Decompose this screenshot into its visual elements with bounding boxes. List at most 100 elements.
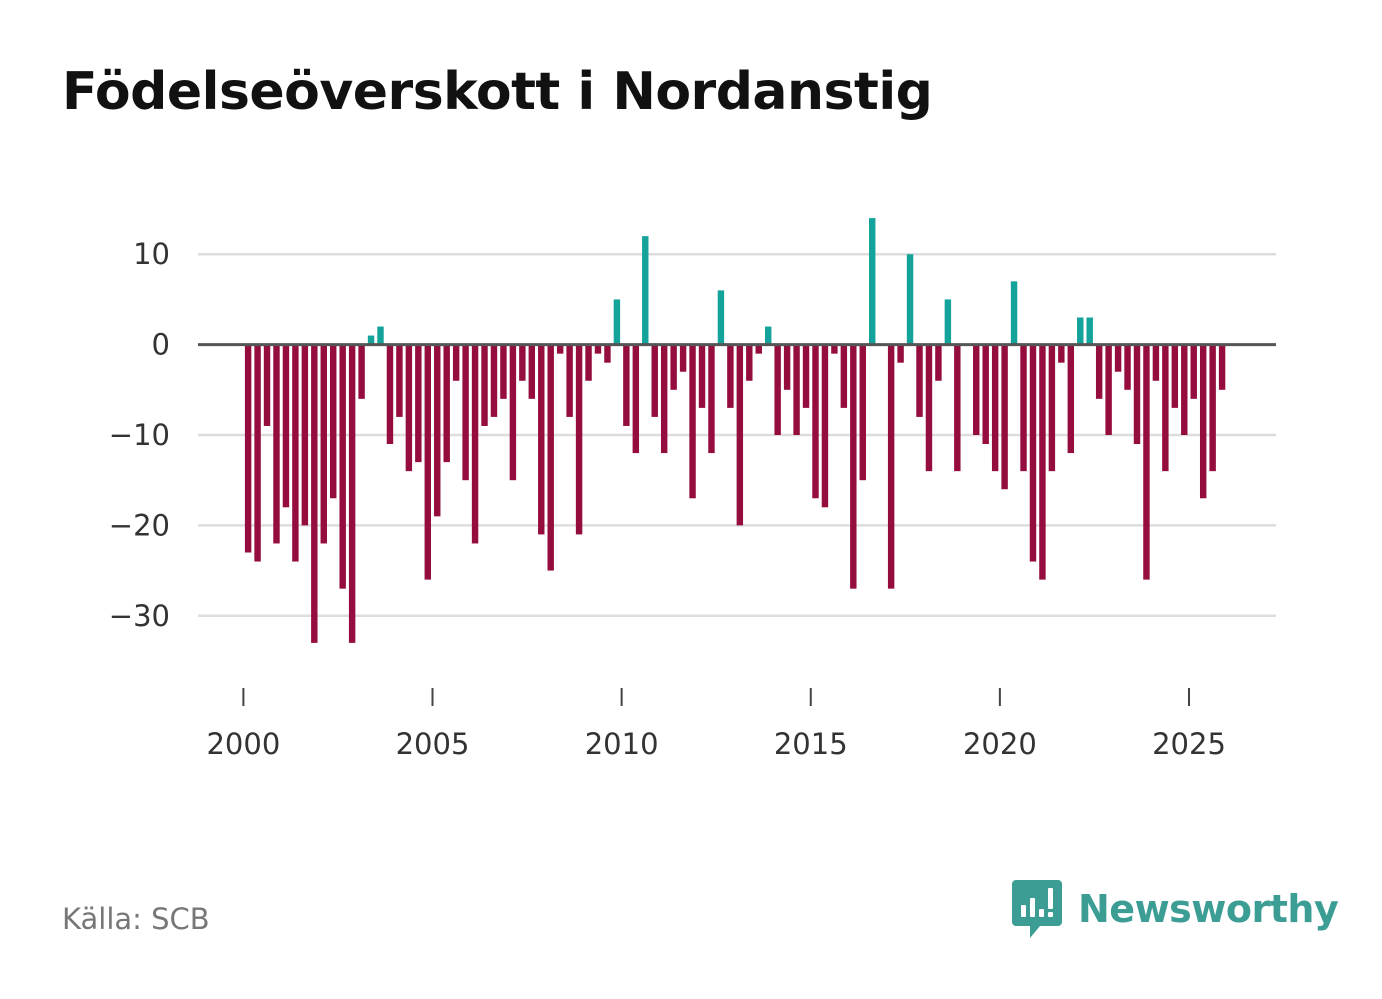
bar-negative [774, 344, 781, 435]
bar-negative [500, 344, 507, 399]
brand-name: Newsworthy [1078, 887, 1339, 931]
bar-negative [1124, 344, 1131, 390]
bar-negative [244, 344, 252, 553]
bar-negative [1114, 344, 1122, 372]
bar-negative [575, 344, 583, 535]
bar-negative [1218, 344, 1226, 390]
bar-negative [736, 344, 744, 526]
bar-negative [755, 344, 762, 354]
bar-negative [1143, 344, 1150, 580]
bar-negative [689, 344, 696, 499]
bar-negative [850, 344, 857, 589]
bar-negative [897, 344, 904, 363]
bar-negative [320, 344, 327, 544]
x-tick-label: 2015 [774, 727, 848, 761]
bar-negative [935, 344, 942, 381]
bar-negative [301, 344, 309, 526]
bar-negative [424, 344, 431, 580]
y-tick-label: −30 [109, 599, 170, 633]
bar-negative [538, 344, 545, 535]
y-axis-ticks: 10 0 −10 −20 −30 [109, 237, 170, 633]
bar-positive [944, 299, 952, 345]
bar-negative [1058, 344, 1065, 363]
bar-negative [358, 344, 365, 399]
bar-negative [254, 344, 261, 562]
bar-negative [859, 344, 866, 481]
bar-positive [1010, 281, 1018, 345]
chart-title: Födelseöverskott i Nordanstig [62, 62, 933, 122]
bar-negative [821, 344, 829, 508]
bar-negative [594, 344, 602, 354]
bar-positive [717, 290, 725, 345]
bar-negative [1199, 344, 1207, 499]
bar-positive [869, 218, 876, 345]
bar-negative [1048, 344, 1056, 472]
bar-negative [1190, 344, 1197, 399]
bar-negative [651, 344, 658, 417]
bar-negative [263, 344, 271, 426]
bar-negative [556, 344, 564, 354]
x-tick-label: 2025 [1152, 727, 1226, 761]
bar-positive [906, 254, 914, 345]
bar-negative [490, 344, 498, 417]
bar-negative [443, 344, 450, 463]
x-tick-label: 2005 [396, 727, 470, 761]
bar-negative [1029, 344, 1037, 562]
bar-negative [330, 344, 337, 499]
bar-negative [1181, 344, 1188, 435]
bar-negative [1105, 344, 1112, 435]
bar-negative [528, 344, 536, 399]
bar-negative [793, 344, 800, 435]
bar-negative [1171, 344, 1179, 408]
bar-negative [604, 344, 611, 363]
bar-negative [727, 344, 734, 408]
bar-negative [982, 344, 989, 445]
bar-negative [415, 344, 422, 463]
bar-negative [632, 344, 640, 454]
x-tick-label: 2020 [963, 727, 1037, 761]
brand[interactable]: Newsworthy [1010, 878, 1339, 940]
y-tick-label: 0 [152, 328, 170, 362]
bar-negative [585, 344, 592, 381]
y-tick-label: 10 [133, 237, 170, 271]
bar-negative [1133, 344, 1141, 445]
bar-positive [613, 299, 621, 345]
bar-negative [1152, 344, 1160, 381]
bar-negative [396, 344, 403, 417]
bar-negative [1067, 344, 1075, 454]
bar-negative [954, 344, 961, 472]
bar-negative [519, 344, 526, 381]
bar-negative [973, 344, 980, 435]
bar-negative [1162, 344, 1169, 472]
bar-negative [348, 344, 356, 643]
bar-negative [1001, 344, 1008, 490]
bar-negative [481, 344, 488, 426]
bar-negative [547, 344, 554, 571]
bar-negative [831, 344, 838, 354]
bar-negative [452, 344, 460, 381]
bar-negative [887, 344, 895, 589]
bar-positive [367, 335, 375, 345]
bar-negative [991, 344, 999, 472]
bar-negative [282, 344, 290, 508]
bar-negative [311, 344, 318, 643]
x-tick-label: 2010 [585, 727, 659, 761]
bar-positive [764, 326, 772, 345]
bar-negative [802, 344, 810, 408]
bar-negative [292, 344, 299, 562]
bar-negative [840, 344, 848, 408]
bar-negative [670, 344, 677, 390]
x-tick-label: 2000 [206, 727, 280, 761]
bar-negative [566, 344, 573, 417]
bar-negative [679, 344, 687, 372]
bar-negative [462, 344, 469, 481]
bar-positive [377, 326, 384, 345]
bar-negative [386, 344, 394, 445]
bar-negative [916, 344, 923, 417]
bar-negative [925, 344, 933, 472]
bar-negative [434, 344, 441, 517]
y-tick-label: −20 [109, 508, 170, 542]
bar-negative [339, 344, 346, 589]
bars [244, 218, 1226, 643]
bar-negative [698, 344, 706, 408]
